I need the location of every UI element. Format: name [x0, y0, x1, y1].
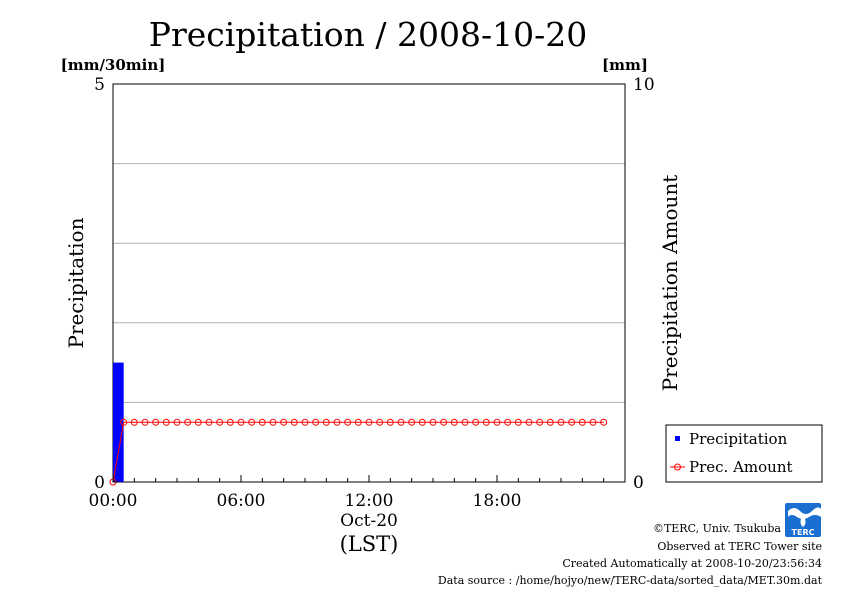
legend-amount-label: Prec. Amount: [689, 458, 793, 476]
amount-marker-29: [418, 418, 426, 426]
amount-marker-18: [301, 418, 309, 426]
terc-logo: TERC: [785, 503, 821, 537]
amount-marker-34: [472, 418, 480, 426]
legend-precipitation-label: Precipitation: [689, 430, 788, 448]
gridlines: [113, 163, 625, 403]
amount-marker-23: [354, 418, 362, 426]
amount-marker-46: [600, 418, 608, 426]
amount-marker-19: [312, 418, 320, 426]
amount-line: [112, 421, 604, 483]
right-axis-title: Precipitation Amount: [658, 175, 682, 392]
amount-marker-20: [322, 418, 330, 426]
right-tick-label-1: 10: [633, 75, 655, 95]
amount-marker-44: [578, 418, 586, 426]
left-axis-title: Precipitation: [64, 217, 88, 348]
right-axis-unit: [mm]: [602, 56, 648, 74]
precipitation-bars: [113, 362, 124, 482]
axes: 0 5 0 10 00:00 06:00 12:00 18:00: [89, 75, 655, 511]
amount-marker-36: [493, 418, 501, 426]
x-tick-label-1: 06:00: [217, 491, 266, 511]
amount-marker-37: [504, 418, 512, 426]
amount-marker-21: [333, 418, 341, 426]
amount-marker-45: [589, 418, 597, 426]
legend-amount-marker: [674, 463, 681, 471]
amount-marker-33: [461, 418, 469, 426]
amount-marker-31: [440, 418, 448, 426]
amount-marker-6: [173, 418, 181, 426]
left-tick-label-1: 5: [94, 75, 105, 95]
amount-series: [109, 418, 608, 486]
legend-precipitation-swatch: [675, 436, 680, 441]
amount-marker-39: [525, 418, 533, 426]
amount-marker-5: [162, 418, 170, 426]
amount-marker-12: [237, 418, 245, 426]
amount-marker-26: [386, 418, 394, 426]
amount-marker-15: [269, 418, 277, 426]
amount-marker-25: [376, 418, 384, 426]
legend: Precipitation Prec. Amount: [665, 424, 823, 483]
amount-marker-7: [184, 418, 192, 426]
amount-marker-32: [450, 418, 458, 426]
footer-observed: Observed at TERC Tower site: [657, 540, 822, 553]
chart-title: Precipitation / 2008-10-20: [149, 15, 587, 54]
amount-marker-3: [141, 418, 149, 426]
amount-marker-42: [557, 418, 565, 426]
amount-marker-38: [514, 418, 522, 426]
x-date-label: Oct-20: [340, 511, 398, 531]
logo-text: TERC: [792, 528, 815, 537]
amount-marker-14: [258, 418, 266, 426]
left-tick-label-0: 0: [94, 473, 105, 493]
x-tick-label-3: 18:00: [473, 491, 522, 511]
amount-marker-8: [194, 418, 202, 426]
amount-marker-17: [290, 418, 298, 426]
footer-copyright: ©TERC, Univ. Tsukuba: [653, 522, 781, 535]
amount-marker-13: [248, 418, 256, 426]
amount-marker-43: [568, 418, 576, 426]
right-tick-label-0: 0: [633, 473, 644, 493]
amount-marker-30: [429, 418, 437, 426]
x-tick-label-2: 12:00: [345, 491, 394, 511]
amount-marker-40: [536, 418, 544, 426]
footer-created: Created Automatically at 2008-10-20/23:5…: [562, 557, 822, 570]
amount-marker-10: [216, 418, 224, 426]
amount-marker-4: [152, 418, 160, 426]
logo-wave-icon: [788, 507, 821, 519]
x-tick-label-0: 00:00: [89, 491, 138, 511]
precipitation-bar-0: [113, 362, 124, 482]
amount-marker-11: [226, 418, 234, 426]
x-axis-title: (LST): [340, 532, 399, 556]
amount-marker-2: [130, 418, 138, 426]
amount-marker-1: [120, 418, 128, 426]
amount-marker-35: [482, 418, 490, 426]
footer-source: Data source : /home/hojyo/new/TERC-data/…: [438, 574, 823, 587]
amount-marker-22: [344, 418, 352, 426]
legend-box: [665, 424, 823, 483]
amount-marker-27: [397, 418, 405, 426]
left-axis-unit: [mm/30min]: [61, 56, 166, 74]
amount-marker-24: [365, 418, 373, 426]
amount-marker-9: [205, 418, 213, 426]
amount-marker-28: [408, 418, 416, 426]
amount-marker-16: [280, 418, 288, 426]
logo-drop-icon: [800, 515, 806, 527]
amount-marker-41: [546, 418, 554, 426]
